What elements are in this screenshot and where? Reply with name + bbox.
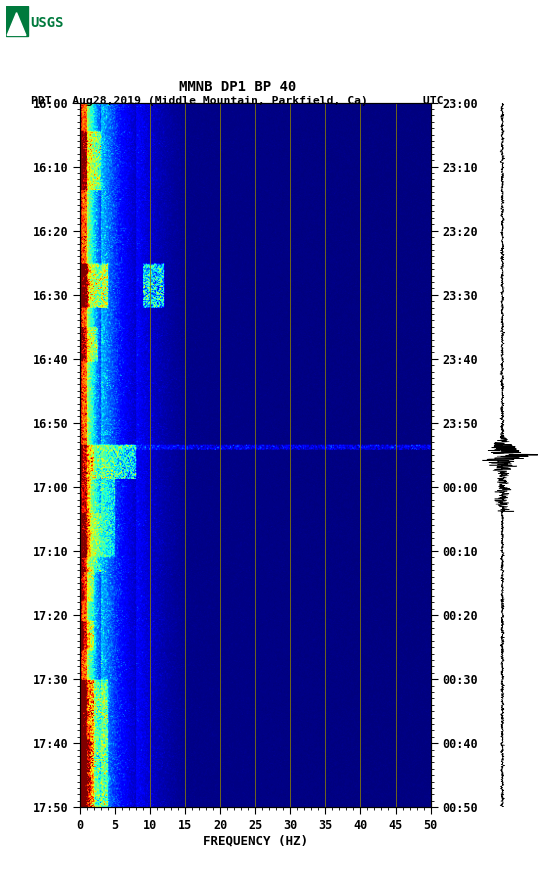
Polygon shape: [7, 12, 26, 36]
Bar: [6, 6, 28, 37]
Text: MMNB DP1 BP 40: MMNB DP1 BP 40: [179, 80, 296, 95]
Text: USGS: USGS: [30, 16, 64, 30]
X-axis label: FREQUENCY (HZ): FREQUENCY (HZ): [203, 835, 308, 847]
Text: PDT   Aug28,2019 (Middle Mountain, Parkfield, Ca)        UTC: PDT Aug28,2019 (Middle Mountain, Parkfie…: [31, 95, 444, 106]
